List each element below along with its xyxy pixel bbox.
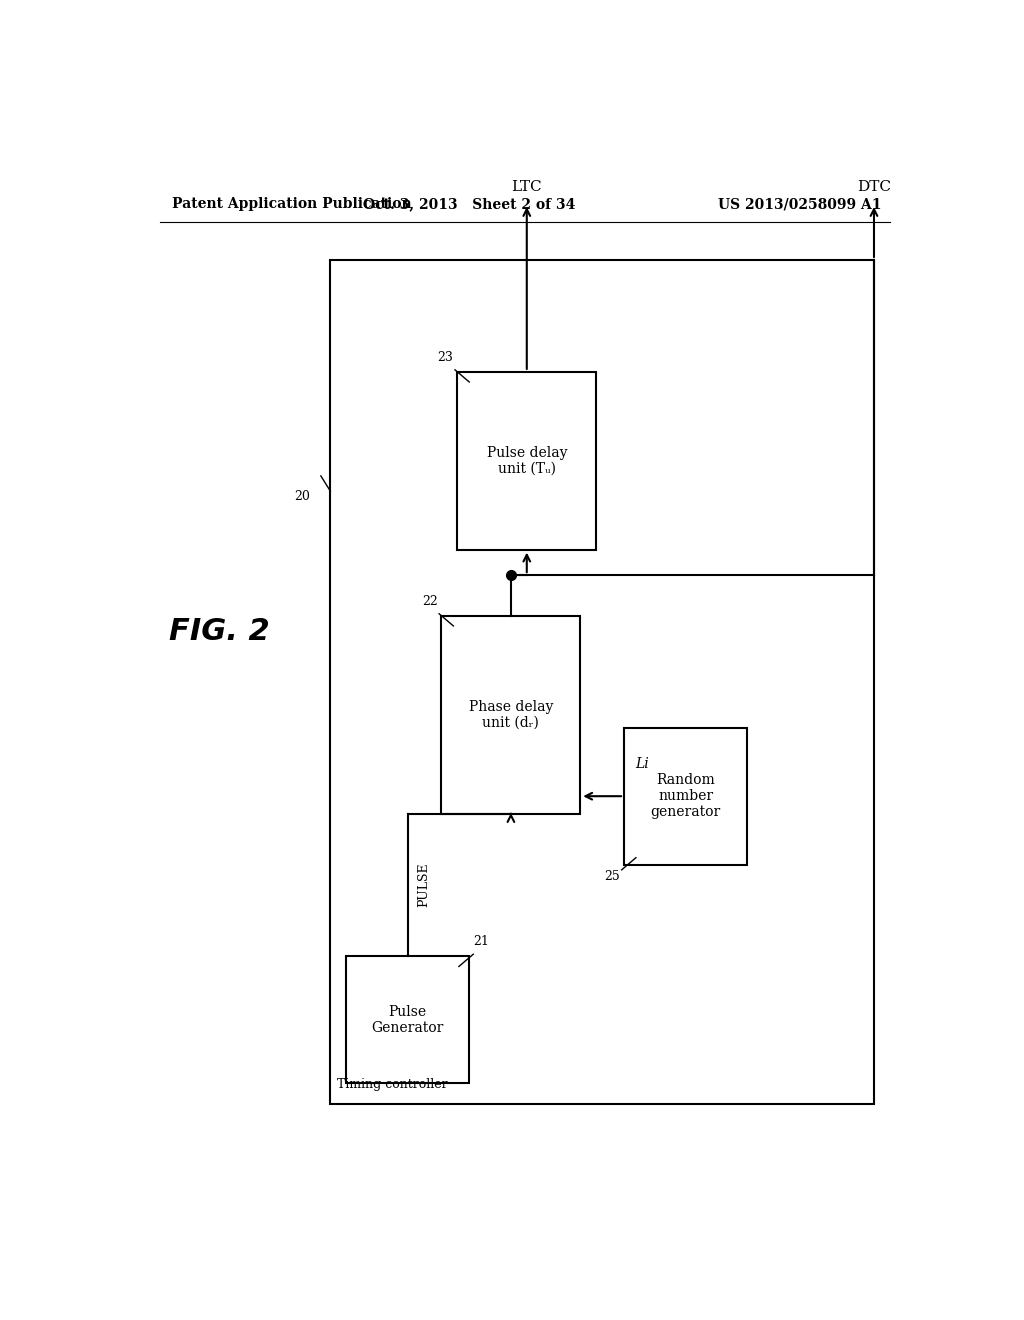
Text: US 2013/0258099 A1: US 2013/0258099 A1	[719, 197, 882, 211]
Text: Random
number
generator: Random number generator	[650, 774, 721, 820]
Bar	[624, 727, 748, 865]
Text: FIG. 2: FIG. 2	[169, 616, 269, 645]
Text: 25: 25	[604, 870, 620, 883]
Text: 23: 23	[437, 351, 454, 364]
Bar	[331, 260, 874, 1104]
Text: Li: Li	[635, 756, 649, 771]
Text: Phase delay
unit (dᵣ): Phase delay unit (dᵣ)	[469, 700, 553, 730]
Text: Oct. 3, 2013   Sheet 2 of 34: Oct. 3, 2013 Sheet 2 of 34	[364, 197, 575, 211]
Text: 21: 21	[473, 935, 489, 948]
Text: 20: 20	[295, 490, 310, 503]
Text: LTC: LTC	[511, 180, 542, 194]
Bar	[441, 615, 581, 814]
Text: DTC: DTC	[857, 180, 891, 194]
Text: Pulse
Generator: Pulse Generator	[372, 1005, 444, 1035]
Text: Timing controller: Timing controller	[337, 1078, 447, 1092]
Bar	[458, 372, 596, 549]
Bar	[346, 956, 469, 1084]
Text: Patent Application Publication: Patent Application Publication	[172, 197, 412, 211]
Text: 22: 22	[422, 594, 437, 607]
Text: PULSE: PULSE	[417, 863, 430, 907]
Text: Pulse delay
unit (Tᵤ): Pulse delay unit (Tᵤ)	[486, 446, 567, 477]
